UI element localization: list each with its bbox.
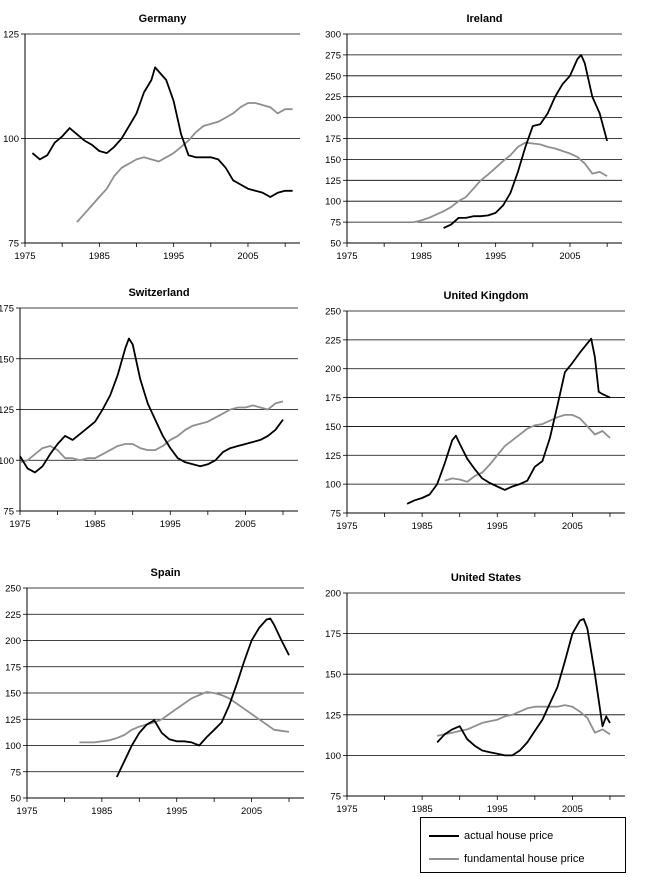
chart-united-kingdom: United Kingdom 75 100 125 150 175 200 225 250 197… [325,290,625,532]
x-tick-label: 1985 [89,251,110,262]
y-tick-label: 200 [325,364,341,375]
x-tick-label: 1985 [412,804,433,815]
y-tick-label: 125 [325,176,341,187]
x-tick-label: 1995 [160,519,181,530]
chart-title: Switzerland [128,287,189,299]
y-tick-label: 250 [325,71,341,82]
x-tick-label: 1995 [487,804,508,815]
y-tick-label: 125 [0,405,14,416]
y-tick-label: 250 [5,584,21,595]
x-tick-label: 1975 [336,804,357,815]
y-tick-label: 125 [325,710,341,721]
chart-title: Germany [139,13,188,25]
y-tick-label: 150 [325,670,341,681]
x-tick-label: 1985 [85,519,106,530]
x-tick-label: 2005 [559,251,580,262]
legend-label-actual: actual house price [464,830,554,842]
legend: actual house price fundamental house pri… [420,817,626,873]
chart-title: Ireland [466,13,502,25]
x-tick-label: 1985 [91,806,112,817]
series-line-fundamental-house-price [413,141,608,223]
y-tick-label: 125 [325,451,341,462]
y-tick-label: 225 [325,335,341,346]
series-line-actual-house-price [406,337,611,505]
x-tick-label: 1985 [412,521,433,532]
y-tick-label: 175 [325,134,341,145]
y-tick-label: 100 [325,197,341,208]
y-tick-label: 125 [5,715,21,726]
y-tick-label: 250 [325,307,341,318]
x-tick-label: 2005 [235,519,256,530]
y-tick-label: 225 [5,610,21,621]
series-line-actual-house-price [115,617,290,778]
x-tick-label: 2005 [237,251,258,262]
legend-item-fundamental: fundamental house price [429,851,584,867]
y-tick-label: 175 [325,393,341,404]
x-tick-label: 1995 [163,251,184,262]
y-tick-label: 200 [325,113,341,124]
chart-spain: Spain 50 75 100 125 150 175 200 225 250 1975 1985 19… [5,567,304,817]
series-line-actual-house-price [19,337,284,474]
y-tick-label: 100 [325,751,341,762]
series-line-fundamental-house-price [19,400,284,464]
legend-swatch-actual [429,835,459,837]
x-tick-label: 1975 [336,521,357,532]
series-line-fundamental-house-price [444,413,611,483]
y-tick-label: 175 [5,662,21,673]
y-tick-label: 175 [0,304,14,315]
legend-swatch-fundamental [429,858,459,860]
legend-item-actual: actual house price [429,828,553,844]
y-tick-label: 100 [0,456,14,467]
series-line-fundamental-house-price [437,704,611,737]
x-tick-label: 1985 [411,251,432,262]
y-tick-label: 100 [3,134,19,145]
y-tick-label: 100 [325,480,341,491]
chart-title: Spain [151,567,181,579]
y-tick-label: 50 [330,239,341,250]
x-tick-label: 1995 [485,251,506,262]
x-tick-label: 1975 [9,519,30,530]
x-tick-label: 1975 [16,806,37,817]
y-tick-label: 225 [325,92,341,103]
series-line-fundamental-house-price [79,691,290,744]
y-tick-label: 275 [325,50,341,61]
y-tick-label: 100 [5,741,21,752]
y-tick-label: 50 [10,794,21,805]
y-tick-label: 150 [5,689,21,700]
chart-ireland: Ireland 50 75 100 125 150 175 200 225 250 275 300 19… [325,13,622,262]
y-tick-label: 75 [8,239,19,250]
y-tick-label: 200 [5,636,21,647]
x-tick-label: 1975 [14,251,35,262]
y-tick-label: 75 [330,509,341,520]
y-tick-label: 175 [325,629,341,640]
x-tick-label: 1975 [336,251,357,262]
chart-title: United Kingdom [444,290,529,302]
y-tick-label: 75 [10,767,21,778]
chart-united-states: United States 75 100 125 150 175 200 1975 1985 19… [325,572,625,815]
series-line-fundamental-house-price [76,102,293,223]
x-tick-label: 2005 [562,521,583,532]
legend-label-fundamental: fundamental house price [464,853,585,865]
series-line-actual-house-price [443,54,608,229]
chart-germany: Germany 75 100 125 1975 1985 1995 2005 [3,13,300,262]
y-tick-label: 150 [325,155,341,166]
y-tick-label: 75 [3,507,14,518]
y-tick-label: 300 [325,30,341,41]
x-tick-label: 2005 [562,804,583,815]
y-tick-label: 75 [330,792,341,803]
x-tick-label: 1995 [487,521,508,532]
y-tick-label: 75 [330,218,341,229]
series-line-actual-house-price [436,618,611,757]
y-tick-label: 200 [325,589,341,600]
y-tick-label: 125 [3,30,19,41]
x-tick-label: 2005 [241,806,262,817]
x-tick-label: 1995 [166,806,187,817]
chart-switzerland: Switzerland 75 100 125 150 175 1975 1985 1995 200… [0,287,298,530]
y-tick-label: 150 [0,354,14,365]
chart-title: United States [451,572,521,584]
series-line-actual-house-price [31,66,293,198]
y-tick-label: 150 [325,422,341,433]
